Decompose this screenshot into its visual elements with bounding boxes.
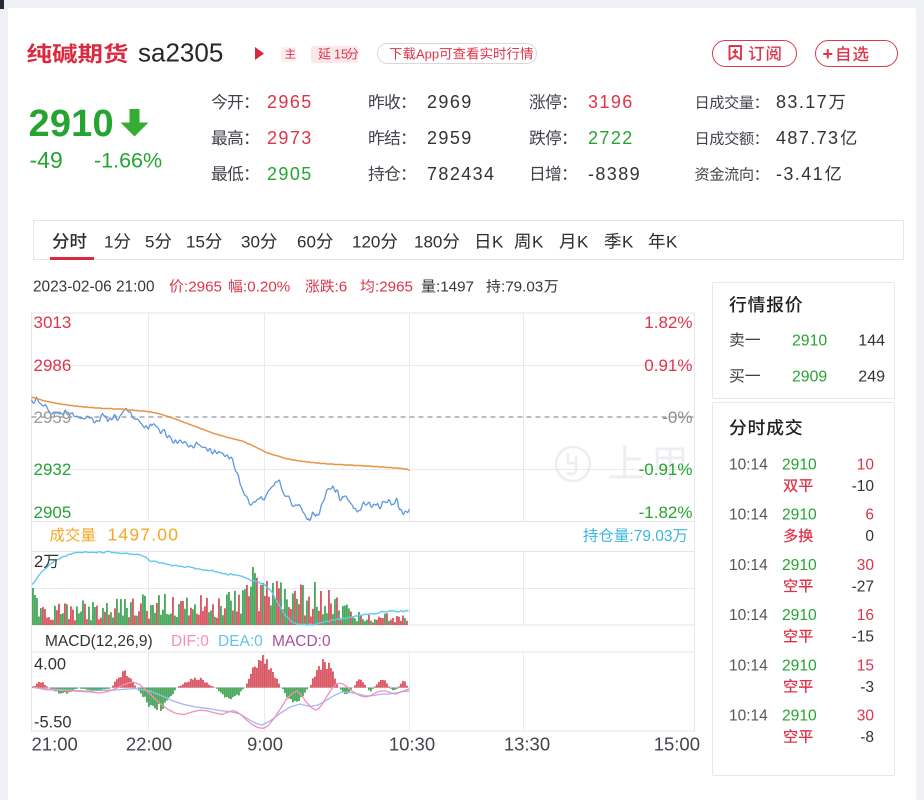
svg-text:2905: 2905 <box>267 164 313 184</box>
svg-text:-27: -27 <box>852 578 874 595</box>
svg-text:487.73: 487.73 <box>776 128 839 148</box>
svg-text:K: K <box>532 233 544 252</box>
svg-text:249: 249 <box>858 369 885 386</box>
svg-text:MACD(12,26,9): MACD(12,26,9) <box>45 633 153 650</box>
svg-text:10:14: 10:14 <box>729 708 768 725</box>
svg-text:2965: 2965 <box>267 92 313 112</box>
svg-text:10:14: 10:14 <box>729 557 768 574</box>
svg-text:6: 6 <box>865 507 874 524</box>
svg-text:9:00: 9:00 <box>247 734 283 755</box>
svg-text:10:14: 10:14 <box>729 507 768 524</box>
svg-text:1: 1 <box>104 233 113 252</box>
svg-text:DIF:0: DIF:0 <box>171 633 209 650</box>
svg-text:-0%: -0% <box>662 408 692 427</box>
svg-text:22:00: 22:00 <box>126 734 172 755</box>
svg-text:MACD:0: MACD:0 <box>272 633 331 650</box>
svg-text:60: 60 <box>297 233 316 252</box>
svg-text:782434: 782434 <box>427 164 495 184</box>
svg-text:+: + <box>823 44 834 64</box>
svg-text:180: 180 <box>414 233 442 252</box>
svg-text:2722: 2722 <box>588 128 634 148</box>
svg-text:2910: 2910 <box>29 103 114 145</box>
svg-text:30: 30 <box>857 557 875 574</box>
svg-text:2910: 2910 <box>782 557 817 574</box>
svg-text:-3: -3 <box>860 679 874 696</box>
svg-text:10:14: 10:14 <box>729 457 768 474</box>
svg-text:144: 144 <box>858 333 885 350</box>
svg-text::6: :6 <box>335 279 348 296</box>
svg-text:2910: 2910 <box>782 708 817 725</box>
svg-text:2: 2 <box>34 553 43 571</box>
svg-text::1497: :1497 <box>436 279 474 296</box>
svg-text:10:14: 10:14 <box>729 607 768 624</box>
svg-text::2965: :2965 <box>184 279 222 296</box>
svg-text:2910: 2910 <box>782 607 817 624</box>
svg-text:0.91%: 0.91% <box>644 356 692 375</box>
svg-text:2023-02-06 21:00: 2023-02-06 21:00 <box>33 279 155 296</box>
svg-text:4.00: 4.00 <box>34 656 66 674</box>
svg-text:30: 30 <box>857 708 875 725</box>
svg-text:15: 15 <box>334 48 348 62</box>
svg-text:10: 10 <box>857 457 875 474</box>
svg-text:-8389: -8389 <box>588 164 641 184</box>
svg-text:1497.00: 1497.00 <box>108 525 180 545</box>
svg-text:2909: 2909 <box>792 369 827 386</box>
svg-text:30: 30 <box>241 233 260 252</box>
svg-text:2986: 2986 <box>34 356 72 375</box>
svg-text:sa2305: sa2305 <box>138 38 223 68</box>
svg-text:2932: 2932 <box>34 460 72 479</box>
svg-text:2973: 2973 <box>267 128 313 148</box>
svg-text:2910: 2910 <box>782 457 817 474</box>
svg-text::79.03: :79.03 <box>629 528 672 545</box>
svg-text::79.03: :79.03 <box>501 279 543 296</box>
svg-text:15: 15 <box>857 657 874 674</box>
svg-text:13:30: 13:30 <box>504 734 550 755</box>
svg-text:2910: 2910 <box>792 333 827 350</box>
svg-text:K: K <box>492 233 504 252</box>
svg-text::2965: :2965 <box>375 279 413 296</box>
svg-text:2959: 2959 <box>427 128 473 148</box>
svg-text:16: 16 <box>857 607 874 624</box>
svg-text:15:00: 15:00 <box>654 734 700 755</box>
svg-text:DEA:0: DEA:0 <box>218 633 263 650</box>
svg-text:-49: -49 <box>30 147 63 173</box>
svg-text:10:30: 10:30 <box>389 734 435 755</box>
svg-text:-5.50: -5.50 <box>34 714 72 732</box>
svg-text:-8: -8 <box>860 729 874 746</box>
svg-text:K: K <box>622 233 634 252</box>
svg-text:83.17: 83.17 <box>776 92 828 112</box>
svg-text:-15: -15 <box>852 629 874 646</box>
svg-text:2905: 2905 <box>34 503 72 522</box>
svg-text:120: 120 <box>352 233 380 252</box>
svg-text:2910: 2910 <box>782 507 817 524</box>
svg-text:K: K <box>666 233 678 252</box>
svg-text:5: 5 <box>145 233 154 252</box>
svg-text::0.20%: :0.20% <box>243 279 290 296</box>
svg-text:10:14: 10:14 <box>729 657 768 674</box>
svg-text:3196: 3196 <box>588 92 634 112</box>
svg-text:1.82%: 1.82% <box>644 313 692 332</box>
svg-text:15: 15 <box>186 233 205 252</box>
svg-text:-1.66%: -1.66% <box>94 149 162 173</box>
svg-text:2959: 2959 <box>34 408 72 427</box>
svg-text:K: K <box>577 233 589 252</box>
svg-text:-0.91%: -0.91% <box>639 460 693 479</box>
svg-text:-1.82%: -1.82% <box>639 503 693 522</box>
svg-text:-3.41: -3.41 <box>776 164 824 184</box>
svg-text:0: 0 <box>865 528 874 545</box>
svg-text:21:00: 21:00 <box>32 734 78 755</box>
svg-text:3013: 3013 <box>34 313 72 332</box>
svg-text:2910: 2910 <box>782 657 817 674</box>
svg-text:2969: 2969 <box>427 92 473 112</box>
svg-text:App: App <box>416 47 439 62</box>
svg-text:-10: -10 <box>852 478 875 495</box>
